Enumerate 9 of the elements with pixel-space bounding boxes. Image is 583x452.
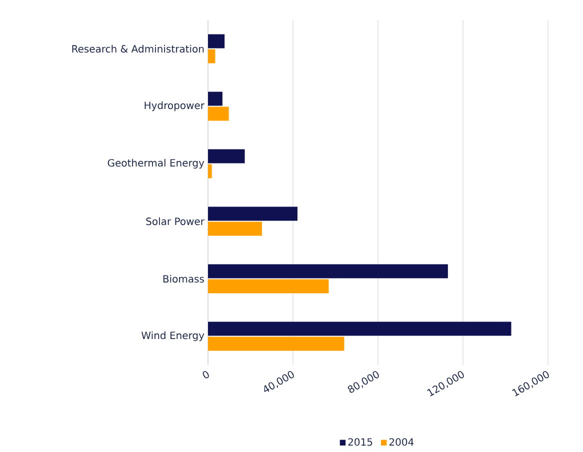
y-tick-label: Biomass xyxy=(163,274,204,283)
y-tick-label: Solar Power xyxy=(146,217,204,226)
y-tick-label: Research & Administration xyxy=(72,44,204,53)
x-tick-label: 0 xyxy=(202,371,209,378)
y-tick-label: Wind Energy xyxy=(141,331,204,342)
legend-label: 2015 xyxy=(348,438,372,446)
y-tick-label: Geothermal Energy xyxy=(108,158,204,169)
legend-label: 2004 xyxy=(389,438,414,446)
y-tick-label: Hydropower xyxy=(144,101,204,112)
